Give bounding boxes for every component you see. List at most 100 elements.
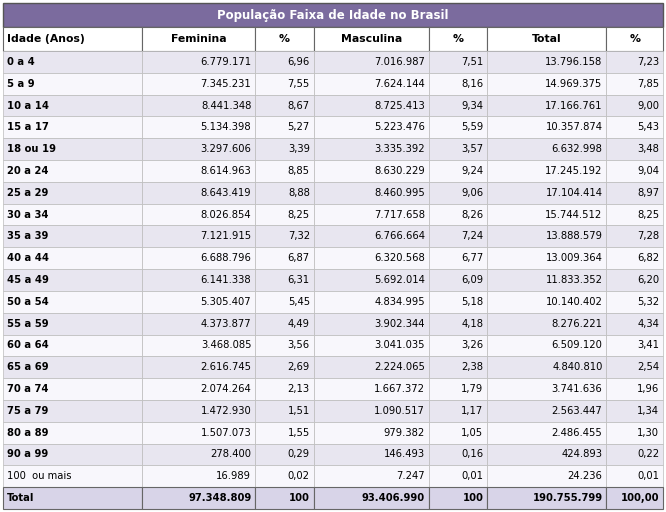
Bar bbox=[488, 291, 607, 313]
Bar bbox=[314, 313, 429, 334]
Text: 5.134.398: 5.134.398 bbox=[200, 122, 251, 132]
Bar bbox=[255, 291, 314, 313]
Bar bbox=[143, 291, 255, 313]
Text: 5.305.407: 5.305.407 bbox=[200, 297, 251, 307]
Bar bbox=[255, 400, 314, 422]
Bar bbox=[429, 182, 488, 204]
Bar bbox=[488, 356, 607, 378]
Text: 8,25: 8,25 bbox=[288, 209, 310, 220]
Text: 8,25: 8,25 bbox=[637, 209, 659, 220]
Bar bbox=[607, 51, 663, 73]
Text: 3.741.636: 3.741.636 bbox=[551, 384, 603, 394]
Bar bbox=[607, 116, 663, 138]
Bar bbox=[3, 27, 143, 51]
Bar bbox=[3, 73, 143, 95]
Bar bbox=[255, 443, 314, 465]
Text: 9,24: 9,24 bbox=[462, 166, 484, 176]
Text: 75 a 79: 75 a 79 bbox=[7, 406, 49, 416]
Bar bbox=[488, 400, 607, 422]
Text: 6.141.338: 6.141.338 bbox=[200, 275, 251, 285]
Bar bbox=[143, 247, 255, 269]
Bar bbox=[143, 225, 255, 247]
Text: 16.989: 16.989 bbox=[216, 471, 251, 481]
Text: 11.833.352: 11.833.352 bbox=[545, 275, 603, 285]
Text: 100: 100 bbox=[462, 493, 484, 503]
Text: 45 a 49: 45 a 49 bbox=[7, 275, 49, 285]
Bar bbox=[607, 422, 663, 443]
Text: 7,55: 7,55 bbox=[288, 79, 310, 89]
Bar bbox=[314, 487, 429, 509]
Text: 7.247: 7.247 bbox=[396, 471, 425, 481]
Text: Total: Total bbox=[532, 34, 561, 44]
Bar bbox=[488, 73, 607, 95]
Text: 5,59: 5,59 bbox=[461, 122, 484, 132]
Bar bbox=[3, 138, 143, 160]
Bar bbox=[429, 27, 488, 51]
Text: 3,48: 3,48 bbox=[637, 144, 659, 154]
Text: 90 a 99: 90 a 99 bbox=[7, 450, 48, 459]
Bar bbox=[429, 400, 488, 422]
Text: 13.888.579: 13.888.579 bbox=[545, 231, 603, 241]
Text: 7,28: 7,28 bbox=[637, 231, 659, 241]
Text: 4.840.810: 4.840.810 bbox=[552, 362, 603, 372]
Text: 4.834.995: 4.834.995 bbox=[374, 297, 425, 307]
Bar bbox=[429, 51, 488, 73]
Bar bbox=[314, 443, 429, 465]
Bar bbox=[429, 356, 488, 378]
Text: 2,38: 2,38 bbox=[462, 362, 484, 372]
Bar bbox=[255, 51, 314, 73]
Text: 93.406.990: 93.406.990 bbox=[362, 493, 425, 503]
Text: 8.725.413: 8.725.413 bbox=[374, 100, 425, 111]
Bar bbox=[488, 204, 607, 225]
Text: 35 a 39: 35 a 39 bbox=[7, 231, 49, 241]
Bar bbox=[429, 95, 488, 116]
Bar bbox=[607, 443, 663, 465]
Text: 17.245.192: 17.245.192 bbox=[545, 166, 603, 176]
Text: 6,77: 6,77 bbox=[461, 253, 484, 263]
Text: 8.460.995: 8.460.995 bbox=[374, 188, 425, 198]
Text: 6,82: 6,82 bbox=[637, 253, 659, 263]
Bar bbox=[314, 95, 429, 116]
Text: %: % bbox=[629, 34, 640, 44]
Bar bbox=[607, 487, 663, 509]
Text: 278.400: 278.400 bbox=[210, 450, 251, 459]
Bar bbox=[607, 313, 663, 334]
Bar bbox=[488, 465, 607, 487]
Bar bbox=[255, 182, 314, 204]
Text: 80 a 89: 80 a 89 bbox=[7, 428, 49, 438]
Text: 7.717.658: 7.717.658 bbox=[374, 209, 425, 220]
Bar bbox=[143, 443, 255, 465]
Bar bbox=[314, 225, 429, 247]
Bar bbox=[429, 73, 488, 95]
Text: 100  ou mais: 100 ou mais bbox=[7, 471, 71, 481]
Bar bbox=[143, 378, 255, 400]
Text: 8,88: 8,88 bbox=[288, 188, 310, 198]
Text: 100: 100 bbox=[289, 493, 310, 503]
Text: 10.140.402: 10.140.402 bbox=[545, 297, 603, 307]
Bar bbox=[3, 116, 143, 138]
Bar bbox=[607, 95, 663, 116]
Text: 1,79: 1,79 bbox=[461, 384, 484, 394]
Text: 1,51: 1,51 bbox=[288, 406, 310, 416]
Bar bbox=[429, 443, 488, 465]
Text: 3,41: 3,41 bbox=[637, 340, 659, 350]
Bar bbox=[314, 269, 429, 291]
Text: 1,55: 1,55 bbox=[288, 428, 310, 438]
Bar bbox=[488, 443, 607, 465]
Text: 2,69: 2,69 bbox=[288, 362, 310, 372]
Bar bbox=[314, 356, 429, 378]
Text: 9,34: 9,34 bbox=[462, 100, 484, 111]
Text: %: % bbox=[453, 34, 464, 44]
Bar bbox=[488, 95, 607, 116]
Text: 8,26: 8,26 bbox=[462, 209, 484, 220]
Bar bbox=[429, 204, 488, 225]
Text: 8.614.963: 8.614.963 bbox=[200, 166, 251, 176]
Text: 1,30: 1,30 bbox=[637, 428, 659, 438]
Text: 0,02: 0,02 bbox=[288, 471, 310, 481]
Bar bbox=[429, 422, 488, 443]
Text: 6,87: 6,87 bbox=[288, 253, 310, 263]
Bar bbox=[488, 138, 607, 160]
Bar bbox=[488, 269, 607, 291]
Text: 5.223.476: 5.223.476 bbox=[374, 122, 425, 132]
Bar bbox=[314, 182, 429, 204]
